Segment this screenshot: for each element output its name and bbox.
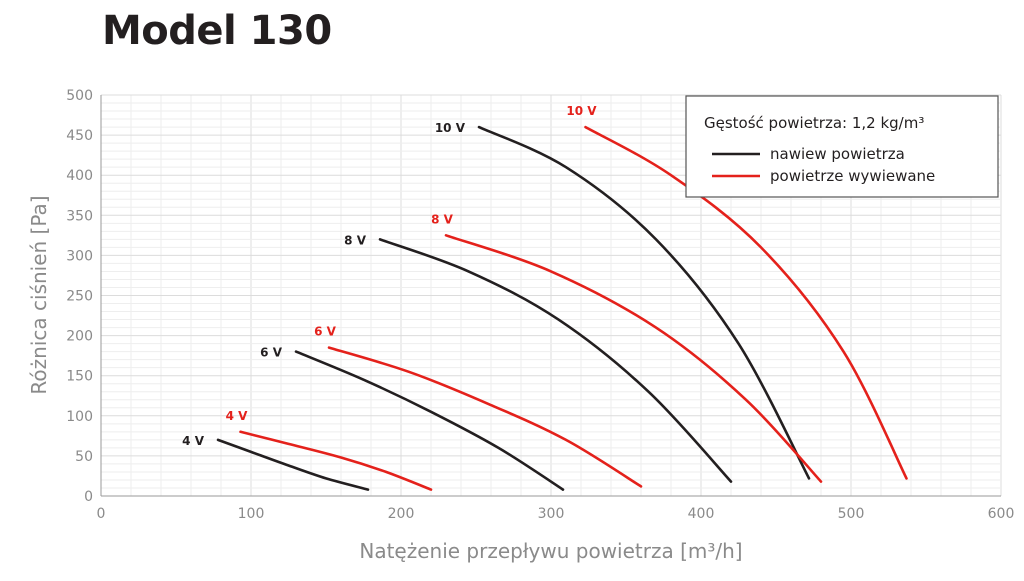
legend-title: Gęstość powietrza: 1,2 kg/m³ <box>704 114 924 132</box>
x-tick-label: 100 <box>238 506 265 522</box>
y-tick-label: 0 <box>84 489 93 505</box>
series-line-nawiew-4v <box>216 438 370 491</box>
legend: Gęstość powietrza: 1,2 kg/m³ nawiew powi… <box>685 95 999 198</box>
grid <box>100 94 1002 497</box>
legend-label-nawiew: nawiew powietrza <box>770 145 905 163</box>
y-tick-label: 500 <box>66 88 93 104</box>
x-tick-label: 600 <box>988 506 1015 522</box>
series-lines <box>216 125 908 491</box>
y-tick-label: 150 <box>66 369 93 385</box>
series-line-nawiew-6v <box>294 350 565 491</box>
y-tick-label: 300 <box>66 248 93 264</box>
y-tick-label: 200 <box>66 329 93 345</box>
y-tick-label: 350 <box>66 208 93 224</box>
series-label-wywiewane-10v: 10 V <box>566 104 597 118</box>
x-tick-label: 0 <box>97 506 106 522</box>
x-tick-label: 200 <box>388 506 415 522</box>
axes <box>100 95 1001 497</box>
series-line-wywiewane-6v <box>327 346 643 488</box>
y-tick-label: 50 <box>75 449 93 465</box>
tick-labels: 0 100 200 300 400 500 600 0 50 100 150 200 250 300 350… <box>66 88 1014 522</box>
x-axis-title: Natężenie przepływu powietrza [m³/h] <box>359 539 742 563</box>
series-line-nawiew-10v <box>477 125 811 480</box>
y-tick-label: 250 <box>66 289 93 305</box>
series-labels: 4 V 6 V 8 V 10 V 4 V 6 V 8 V 10 V <box>182 104 597 448</box>
series-label-wywiewane-6v: 6 V <box>314 325 337 339</box>
series-line-nawiew-8v <box>378 238 733 483</box>
legend-label-wywiewane: powietrze wywiewane <box>770 167 935 185</box>
y-tick-label: 100 <box>66 409 93 425</box>
series-label-nawiew-6v: 6 V <box>260 346 283 360</box>
chart-title: Model 130 <box>102 8 332 54</box>
y-axis-title: Różnica ciśnień [Pa] <box>27 195 51 394</box>
series-line-wywiewane-4v <box>239 430 433 491</box>
x-tick-label: 400 <box>688 506 715 522</box>
series-label-nawiew-10v: 10 V <box>435 121 466 135</box>
y-tick-label: 450 <box>66 128 93 144</box>
series-line-wywiewane-10v <box>584 125 908 480</box>
legend-box <box>685 95 999 198</box>
series-label-nawiew-4v: 4 V <box>182 434 205 448</box>
series-label-wywiewane-8v: 8 V <box>431 212 454 226</box>
x-tick-label: 500 <box>838 506 865 522</box>
series-label-wywiewane-4v: 4 V <box>226 409 249 423</box>
series-line-wywiewane-8v <box>444 234 823 483</box>
series-label-nawiew-8v: 8 V <box>344 233 367 247</box>
y-tick-label: 400 <box>66 168 93 184</box>
x-tick-label: 300 <box>538 506 565 522</box>
